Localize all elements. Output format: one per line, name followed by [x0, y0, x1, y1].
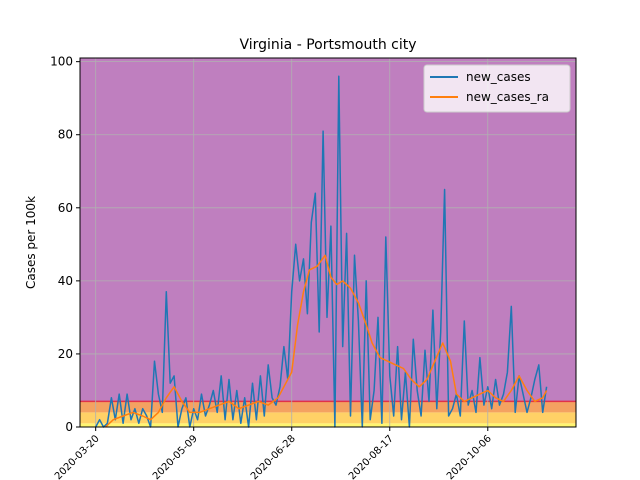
band-2 — [80, 401, 576, 413]
legend-label-new_cases: new_cases — [466, 70, 531, 84]
series-line-new_cases — [95, 75, 548, 428]
legend: new_cases new_cases_ra — [423, 64, 571, 113]
y-tick-label: 40 — [58, 274, 73, 288]
y-tick-label: 80 — [58, 128, 73, 142]
plot-frame — [79, 57, 577, 428]
series-line-new_cases_ra — [104, 254, 548, 428]
legend-label-new_cases_ra: new_cases_ra — [466, 90, 549, 104]
y-axis: 0 20 40 60 80 100 — [50, 55, 80, 434]
y-tick-label: 20 — [58, 347, 73, 361]
y-tick-label: 60 — [58, 201, 73, 215]
series-layer — [95, 75, 548, 428]
band-3 — [80, 58, 576, 402]
y-tick-label: 0 — [65, 420, 73, 434]
gridlines — [80, 58, 576, 428]
band-1 — [80, 412, 576, 424]
chart-title: Virginia - Portsmouth city — [239, 37, 416, 53]
legend-box — [423, 64, 571, 113]
y-axis-label: Cases per 100k — [24, 196, 38, 289]
band-0 — [80, 423, 576, 427]
threshold-bands — [80, 58, 576, 427]
y-tick-label: 100 — [50, 55, 73, 69]
